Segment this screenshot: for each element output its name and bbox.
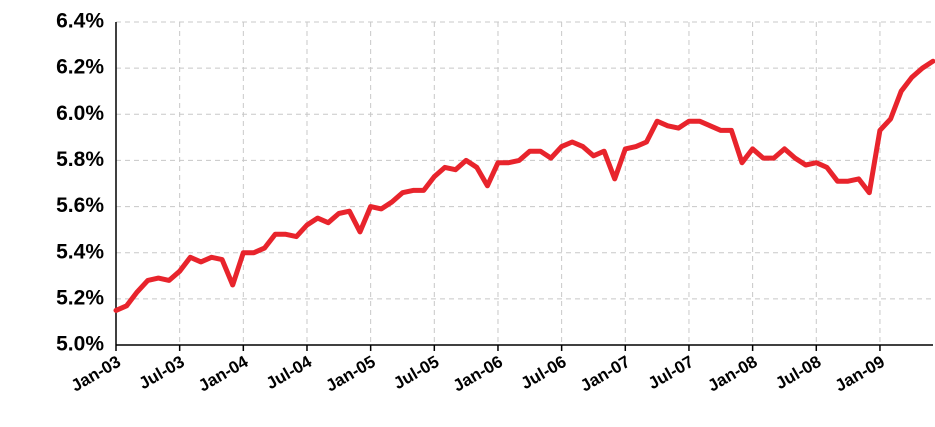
y-tick-label: 6.0% <box>56 102 104 125</box>
y-tick-label: 6.2% <box>56 56 104 79</box>
x-tick-label: Jan-04 <box>195 352 252 396</box>
x-tick-label: Jan-09 <box>832 352 888 395</box>
x-tick-label: Jul-04 <box>263 352 316 393</box>
x-tick-label: Jul-07 <box>645 352 697 393</box>
x-tick-label: Jul-06 <box>518 352 570 393</box>
x-tick-label: Jan-06 <box>450 352 506 395</box>
line-series <box>113 58 935 313</box>
x-tick-label: Jul-05 <box>390 352 442 393</box>
x-tick-label: Jan-08 <box>704 352 760 395</box>
x-tick-label: Jan-03 <box>68 352 124 395</box>
x-tick-label: Jan-05 <box>322 352 378 395</box>
x-tick-label: Jan-07 <box>577 352 633 395</box>
y-tick-label: 5.0% <box>56 333 104 356</box>
y-tick-label: 5.4% <box>56 240 104 263</box>
x-tick-label: Jul-08 <box>772 352 824 393</box>
y-tick-label: 5.2% <box>56 286 104 309</box>
y-tick-label: 6.4% <box>56 10 104 33</box>
y-tick-label: 5.8% <box>56 148 104 171</box>
x-tick-label: Jul-03 <box>136 352 188 393</box>
y-tick-label: 5.6% <box>56 194 104 217</box>
